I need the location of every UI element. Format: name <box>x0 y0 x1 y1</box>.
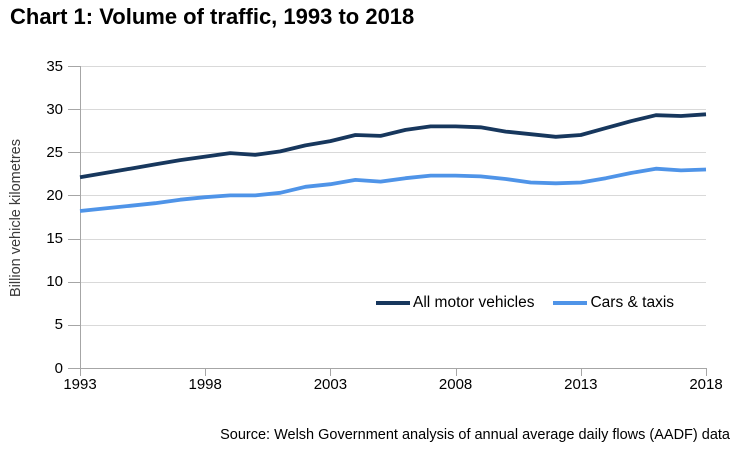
legend-label-all-motor-vehicles: All motor vehicles <box>413 294 535 311</box>
chart-title: Chart 1: Volume of traffic, 1993 to 2018 <box>10 4 415 29</box>
series-line-cars-taxis <box>79 166 707 213</box>
series-line-all-motor-vehicles <box>79 112 707 180</box>
legend-line-sample-cars-taxis <box>553 301 588 305</box>
x-tick-label-2008: 2008 <box>438 376 473 393</box>
x-tick-label-2013: 2013 <box>564 376 598 393</box>
y-tick-label-10: 10 <box>46 273 63 291</box>
x-tick-label-2003: 2003 <box>313 376 348 393</box>
y-tick-label-20: 20 <box>46 186 63 204</box>
source-note: Source: Welsh Government analysis of ann… <box>220 427 730 443</box>
legend-item-all-motor-vehicles: All motor vehicles <box>376 294 534 312</box>
legend-line-sample-all-motor-vehicles <box>376 301 410 305</box>
x-tick-label-1998: 1998 <box>188 376 222 393</box>
y-tick-label-30: 30 <box>46 100 63 118</box>
legend-item-cars-taxis: Cars & taxis <box>553 294 674 312</box>
y-tick-label-25: 25 <box>46 143 63 161</box>
y-tick-label-15: 15 <box>46 230 63 248</box>
y-tick-label-5: 5 <box>54 316 63 334</box>
legend-label-cars-taxis: Cars & taxis <box>590 294 675 311</box>
legend: All motor vehicles Cars & taxis <box>376 294 674 312</box>
y-tick-label-0: 0 <box>54 359 63 377</box>
y-tick-label-35: 35 <box>46 57 63 75</box>
x-tick-label-2018: 2018 <box>689 376 723 393</box>
x-tick-label-1993: 1993 <box>63 376 97 393</box>
